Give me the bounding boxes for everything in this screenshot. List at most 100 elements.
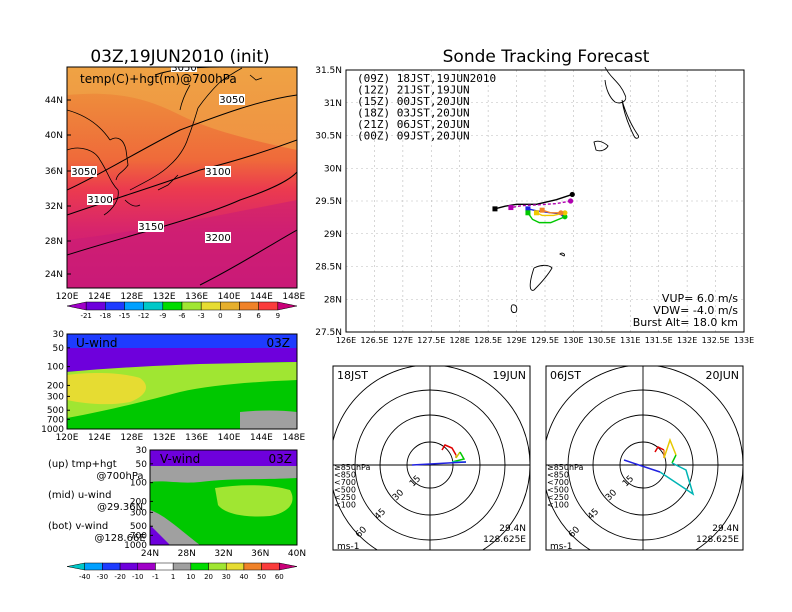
lon-tick-label: 124E — [88, 292, 111, 302]
legend-line: @128.66E — [94, 533, 145, 544]
lat-tick-label: 44N — [45, 96, 63, 106]
legend-line: (mid) u-wind — [48, 490, 111, 501]
hodo-legend-entry: <500 — [547, 486, 569, 495]
hodo-right-lon: 128.625E — [696, 535, 739, 545]
pressure-tick-label: 700 — [130, 531, 147, 541]
colorbar-label: 0 — [218, 312, 222, 320]
lat-tick-label: 24N — [141, 549, 159, 559]
lon-tick-label: 136E — [185, 433, 208, 443]
hodo-left-ring-labels: 15 30 45 60 — [354, 474, 423, 540]
hodo-legend-entry: <850 — [334, 471, 356, 480]
colorbar-label: -40 — [79, 573, 90, 581]
pressure-tick-label: 200 — [130, 497, 147, 507]
lon-tick-label: 130E — [563, 336, 583, 345]
track-legend-entry: (09Z) 18JST,19JUN2010 — [357, 72, 496, 85]
landing-point — [533, 210, 539, 216]
pressure-tick-label: 50 — [136, 460, 148, 470]
track-legend-entry: (18Z) 03JST,20JUN — [357, 107, 470, 120]
track-lon-ticks: 126E 126.5E 127E 127.5E 128E 128.5E 129E 129.5E… — [336, 336, 754, 345]
pressure-tick-label: 50 — [53, 344, 65, 354]
temperature-map: 3050 3050 3050 3100 3100 3150 3200 — [67, 63, 297, 288]
chart-title: Sonde Tracking Forecast — [443, 47, 650, 67]
track-legend: (09Z) 18JST,19JUN2010(12Z) 21JST,19JUN (1… — [357, 72, 496, 143]
hodo-legend-entry: <500 — [334, 486, 356, 495]
colorbar-swatch — [143, 301, 164, 311]
hodo-left-time: 18JST — [337, 369, 368, 382]
pressure-tick-label: 700 — [47, 415, 64, 425]
colorbar-swatch — [258, 301, 279, 311]
contour-labels: 3050 3050 3050 3100 3100 3150 3200 — [71, 63, 245, 244]
pressure-tick-label: 30 — [53, 330, 65, 340]
colorbar-label: 6 — [256, 312, 261, 320]
contour-label: 3050 — [171, 63, 196, 74]
landing-point — [525, 206, 531, 212]
pressure-tick-label: 300 — [47, 392, 64, 402]
pressure-tick-label: 300 — [130, 508, 147, 518]
landing-point — [492, 206, 498, 212]
lon-tick-label: 133E — [734, 336, 754, 345]
map-lon-ticks: 120E 124E 128E 132E 136E 140E 144E 148E — [56, 292, 306, 302]
hodo-right-legend: ≥850hPa<850<700<500<250<100 — [547, 463, 584, 510]
lat-tick-label: 27.5N — [315, 328, 342, 338]
track-legend-entry: (12Z) 21JST,19JUN — [357, 84, 470, 97]
lon-tick-label: 140E — [218, 292, 241, 302]
u-wind-label: U-wind — [76, 336, 117, 350]
colorbar-label: -30 — [97, 573, 108, 581]
pressure-tick-label: 500 — [130, 522, 147, 532]
u-wind-panel — [67, 334, 297, 429]
lon-tick-label: 124E — [88, 433, 111, 443]
burst-annotation: Burst Alt= 18.0 km — [633, 316, 738, 329]
lat-tick-label: 32N — [214, 549, 232, 559]
contour-label: 3100 — [205, 167, 230, 178]
lat-tick-label: 28N — [324, 295, 342, 305]
coastline — [67, 67, 263, 216]
colorbar-swatch — [102, 562, 121, 571]
lon-tick-label: 148E — [282, 433, 305, 443]
lon-tick-label: 127E — [393, 336, 413, 345]
hodo-legend-entry: <100 — [334, 501, 356, 510]
pressure-tick-label: 1000 — [124, 541, 147, 551]
hodo-legend-entry: <700 — [334, 478, 356, 487]
colorbar-swatch — [208, 562, 227, 571]
colorbar-label: -15 — [119, 312, 130, 320]
colorbar-swatch — [261, 562, 280, 571]
pressure-tick-label: 500 — [47, 406, 64, 416]
colorbar-label: -1 — [152, 573, 159, 581]
lon-tick-label: 144E — [250, 433, 273, 443]
v-wind-label: V-wind — [160, 452, 200, 466]
track-coastline — [510, 66, 639, 313]
vup-annotation: VUP= 6.0 m/s — [662, 292, 738, 305]
u-wind-lon-ticks: 120E 124E 128E 132E 136E 140E 144E 148E — [56, 433, 306, 443]
v-wind-lat-ticks: 24N 28N 32N 36N 40N — [141, 549, 306, 559]
track-series-line — [510, 200, 571, 209]
lat-tick-label: 28.5N — [315, 263, 342, 273]
hodo-legend-entry: <250 — [334, 493, 356, 502]
lon-tick-label: 132E — [153, 292, 176, 302]
u-wind-time: 03Z — [267, 336, 291, 350]
colorbar-swatch — [137, 562, 156, 571]
colorbar-swatch — [277, 301, 298, 311]
lon-tick-label: 129E — [506, 336, 526, 345]
lon-tick-label: 130.5E — [588, 336, 616, 345]
hodo-left-date: 19JUN — [492, 369, 526, 382]
temperature-colorbar: -21 -18 -15 -12 -9 -6 -3 0 3 6 9 — [66, 301, 298, 320]
hodo-legend-entry: ≥850hPa — [334, 463, 371, 472]
lon-tick-label: 132.5E — [702, 336, 730, 345]
lon-tick-label: 128E — [450, 336, 470, 345]
lon-tick-label: 131E — [620, 336, 640, 345]
lon-tick-label: 129.5E — [531, 336, 559, 345]
colorbar-label: 10 — [186, 573, 195, 581]
hodo-left-lat: 29.4N — [499, 524, 526, 534]
legend-line: @700hPa — [96, 471, 143, 482]
lat-tick-label: 36N — [45, 167, 63, 177]
colorbar-swatch — [200, 301, 221, 311]
colorbar-label: 20 — [204, 573, 213, 581]
lon-tick-label: 128.5E — [474, 336, 502, 345]
map-lat-ticks: 44N 40N 36N 32N 28N 24N — [45, 96, 71, 280]
contour-label: 3150 — [138, 222, 163, 233]
pressure-tick-label: 1000 — [41, 425, 64, 435]
pressure-tick-label: 100 — [130, 479, 147, 489]
legend-line: (up) tmp+hgt — [48, 459, 117, 470]
